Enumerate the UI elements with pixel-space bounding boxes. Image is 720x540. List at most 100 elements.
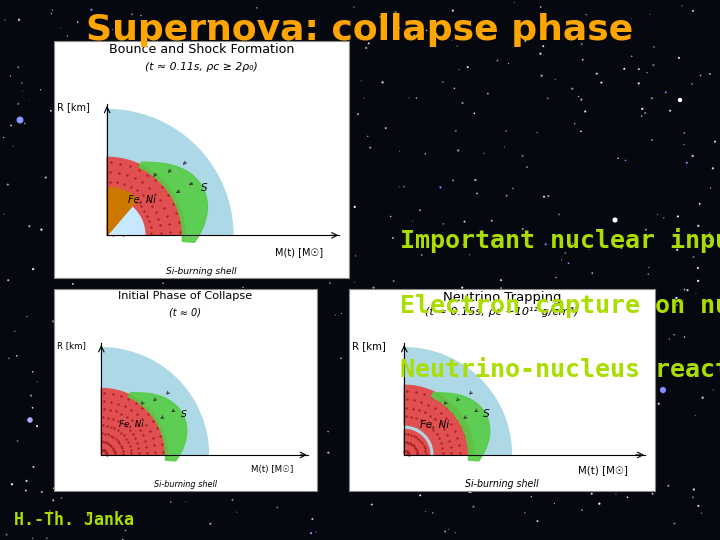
Point bbox=[618, 64, 630, 73]
Point bbox=[416, 251, 428, 259]
Point bbox=[636, 112, 647, 120]
Point bbox=[47, 5, 58, 14]
Text: M(t) [M☉]: M(t) [M☉] bbox=[275, 247, 323, 257]
Point bbox=[407, 217, 418, 225]
Point bbox=[673, 53, 685, 62]
Point bbox=[521, 163, 533, 172]
Point bbox=[583, 246, 595, 254]
Point bbox=[119, 211, 130, 220]
Polygon shape bbox=[405, 348, 511, 455]
Point bbox=[24, 222, 35, 231]
Point bbox=[53, 307, 64, 316]
Point bbox=[201, 245, 212, 254]
Point bbox=[62, 31, 73, 40]
Point bbox=[553, 210, 564, 219]
Point bbox=[504, 388, 516, 396]
Point bbox=[262, 444, 274, 453]
Point bbox=[503, 59, 514, 68]
Point bbox=[676, 2, 688, 10]
Point bbox=[369, 359, 380, 367]
Point bbox=[74, 222, 86, 231]
Point bbox=[150, 301, 161, 309]
Point bbox=[648, 43, 660, 51]
Point bbox=[50, 368, 61, 377]
Point bbox=[462, 321, 473, 330]
Text: Neutrino-nucleus reactions: Neutrino-nucleus reactions bbox=[400, 358, 720, 382]
Text: Fe, Ni: Fe, Ni bbox=[128, 195, 156, 205]
Text: R [km]: R [km] bbox=[57, 341, 86, 350]
Point bbox=[437, 78, 449, 86]
Point bbox=[640, 309, 652, 318]
Point bbox=[549, 499, 560, 508]
Point bbox=[135, 461, 147, 470]
Point bbox=[385, 314, 397, 323]
Point bbox=[449, 294, 461, 302]
Point bbox=[265, 468, 276, 476]
Point bbox=[348, 3, 360, 11]
Point bbox=[195, 265, 207, 273]
Point bbox=[346, 398, 358, 407]
Point bbox=[36, 488, 48, 496]
Point bbox=[6, 480, 18, 489]
Point bbox=[595, 78, 607, 87]
Point bbox=[695, 71, 706, 80]
Text: (t ≈ 0.15s, ρᴄ ∼10¹² g/cm³): (t ≈ 0.15s, ρᴄ ∼10¹² g/cm³) bbox=[426, 307, 579, 317]
Text: (t ≈ 0): (t ≈ 0) bbox=[169, 307, 202, 317]
Point bbox=[682, 286, 693, 294]
Point bbox=[246, 326, 257, 334]
Point bbox=[27, 265, 39, 273]
Point bbox=[25, 392, 37, 400]
Point bbox=[19, 119, 30, 128]
Point bbox=[224, 314, 235, 323]
Point bbox=[614, 399, 626, 408]
Point bbox=[393, 183, 405, 191]
Point bbox=[642, 270, 654, 279]
Bar bbox=[349, 289, 655, 491]
Point bbox=[78, 135, 90, 144]
Point bbox=[65, 337, 76, 346]
Point bbox=[593, 500, 605, 508]
Point bbox=[194, 143, 205, 151]
Point bbox=[79, 120, 91, 129]
Point bbox=[456, 284, 468, 292]
Point bbox=[704, 70, 716, 78]
Point bbox=[679, 333, 690, 341]
Point bbox=[94, 463, 105, 472]
Point bbox=[662, 482, 674, 490]
Point bbox=[384, 307, 395, 315]
Point bbox=[443, 372, 454, 381]
Point bbox=[536, 71, 547, 80]
Point bbox=[633, 65, 644, 73]
Point bbox=[450, 468, 462, 476]
Point bbox=[40, 173, 52, 182]
Point bbox=[168, 97, 180, 105]
Point bbox=[626, 357, 637, 366]
Point bbox=[692, 264, 703, 272]
Point bbox=[107, 25, 118, 34]
Point bbox=[102, 296, 114, 305]
Point bbox=[238, 289, 249, 298]
Point bbox=[408, 31, 420, 40]
Point bbox=[372, 434, 384, 442]
Point bbox=[292, 458, 303, 467]
Point bbox=[76, 135, 87, 144]
Point bbox=[453, 323, 464, 332]
Point bbox=[540, 240, 552, 248]
Point bbox=[44, 507, 55, 515]
Point bbox=[496, 359, 508, 367]
Polygon shape bbox=[405, 386, 474, 455]
Point bbox=[199, 60, 211, 69]
Point bbox=[433, 316, 445, 325]
Point bbox=[189, 111, 201, 119]
Point bbox=[427, 509, 438, 517]
Point bbox=[420, 150, 431, 158]
Point bbox=[259, 188, 271, 197]
Point bbox=[681, 158, 693, 167]
Point bbox=[240, 356, 251, 365]
Point bbox=[572, 92, 584, 101]
Point bbox=[351, 323, 362, 332]
Point bbox=[410, 94, 422, 103]
Point bbox=[377, 78, 388, 87]
Point bbox=[265, 132, 276, 140]
Point bbox=[385, 212, 397, 221]
